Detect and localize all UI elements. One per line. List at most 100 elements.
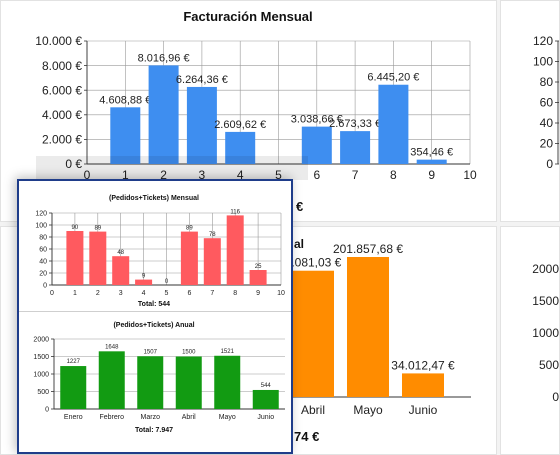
- bar-label: 90: [72, 225, 79, 231]
- x-tick-label: 9: [256, 290, 260, 297]
- facturacion-anual-chart: 2.081,03 € Abril 201.857,68 € Mayo 34.012,47…: [285, 242, 471, 417]
- y-tick-label: 1000: [532, 326, 559, 340]
- bar-label: 116: [230, 209, 240, 215]
- x-tick-label: 8: [233, 290, 237, 297]
- y-tick-label: 20: [39, 270, 47, 277]
- bar-label: 9: [142, 274, 146, 280]
- x-category-label: Junio: [409, 403, 438, 417]
- bar-label: 8.016,96 €: [138, 52, 190, 64]
- bar: [402, 373, 444, 397]
- bar: [249, 270, 267, 285]
- bar: [252, 389, 279, 409]
- x-tick-label: 3: [119, 290, 123, 297]
- bar: [340, 131, 371, 164]
- x-tick-label: 3: [199, 168, 206, 182]
- bottom-right-chart: 0 500 1000 1500 2000: [532, 262, 559, 404]
- x-tick-label: 5: [165, 290, 169, 297]
- x-tick-label: 4: [142, 290, 146, 297]
- y-tick-label: 500: [539, 358, 559, 372]
- annual-title-fragment: al: [294, 237, 305, 251]
- bar: [135, 279, 153, 285]
- y-tick-label: 100: [533, 55, 553, 69]
- bar: [214, 355, 241, 409]
- x-category-label: Abril: [301, 403, 325, 417]
- x-tick-label: 8: [390, 168, 397, 182]
- bar-label: 0: [165, 279, 169, 285]
- y-tick-label: 8.000 €: [42, 59, 82, 73]
- x-tick-label: 5: [275, 168, 282, 182]
- bar: [292, 270, 334, 397]
- bar-label: 1507: [144, 349, 158, 355]
- x-category-label: Febrero: [99, 414, 124, 421]
- x-tick-label: 7: [352, 168, 359, 182]
- bar: [175, 356, 202, 409]
- y-tick-label: 6.000 €: [42, 83, 82, 97]
- bar: [203, 238, 221, 285]
- bar: [416, 159, 447, 164]
- chart-total: Total: 7.947: [135, 427, 173, 434]
- x-tick-label: 6: [313, 168, 320, 182]
- monthly-total-fragment: €: [296, 199, 304, 214]
- bar-label: 4.608,88 €: [99, 94, 151, 106]
- x-category-label: Abril: [182, 414, 196, 421]
- bar-label: 6.445,20 €: [367, 72, 419, 84]
- x-tick-label: 7: [210, 290, 214, 297]
- facturacion-mensual-chart: Facturación Mensual 0 € 2.000 € 4.000 € 6.00…: [35, 9, 477, 182]
- popup-window[interactable]: (Pedidos+Tickets) Mensual 0 20 40 60 80 100 120…: [17, 179, 293, 454]
- pedidos-anual-chart: (Pedidos+Tickets) Anual 0 500 1000 1500 2000 1…: [33, 322, 285, 434]
- x-category-label: Mayo: [219, 414, 236, 421]
- y-tick-label: 20: [540, 137, 554, 151]
- x-category-label: Junio: [257, 414, 274, 421]
- chart-title: (Pedidos+Tickets) Anual: [113, 322, 194, 329]
- bar-label: 89: [186, 226, 193, 232]
- y-tick-label: 0: [546, 157, 553, 171]
- bar-label: 201.857,68 €: [333, 242, 403, 256]
- y-tick-label: 0 €: [65, 157, 82, 171]
- x-tick-label: 0: [84, 168, 91, 182]
- bar: [110, 107, 141, 164]
- bar-label: 78: [209, 232, 216, 238]
- bar: [186, 86, 217, 164]
- top-right-chart: 0 20 40 60 80 100 120: [533, 34, 559, 171]
- y-tick-label: 40: [540, 116, 554, 130]
- pedidos-mensual-chart: (Pedidos+Tickets) Mensual020406080100120…: [35, 195, 285, 308]
- bar-label: 1521: [221, 349, 235, 355]
- bar-label: 544: [261, 383, 272, 389]
- popup-shadow: [36, 156, 308, 180]
- y-tick-label: 0: [45, 406, 49, 413]
- x-tick-label: 2: [160, 168, 167, 182]
- bar: [98, 351, 125, 409]
- bar-label: 25: [255, 264, 262, 270]
- y-tick-label: 40: [39, 258, 47, 265]
- y-tick-label: 2000: [532, 262, 559, 276]
- y-tick-label: 1500: [33, 354, 49, 361]
- x-tick-label: 1: [73, 290, 77, 297]
- x-tick-label: 0: [50, 290, 54, 297]
- x-tick-label: 10: [463, 168, 477, 182]
- bar: [66, 231, 84, 285]
- y-tick-label: 0: [552, 390, 559, 404]
- bar: [347, 257, 389, 397]
- bar: [112, 256, 130, 285]
- bar-label: 1500: [182, 350, 196, 356]
- y-tick-label: 1500: [532, 294, 559, 308]
- y-tick-label: 4.000 €: [42, 108, 82, 122]
- y-tick-label: 60: [39, 246, 47, 253]
- y-tick-label: 1000: [33, 371, 49, 378]
- bar-label: 1227: [67, 359, 81, 365]
- bar: [226, 215, 244, 285]
- bar-label: 3.038,66 €: [291, 114, 343, 126]
- bar: [60, 366, 87, 409]
- chart-title: (Pedidos+Tickets) Mensual: [109, 195, 199, 202]
- bar: [180, 231, 198, 285]
- x-tick-label: 1: [122, 168, 129, 182]
- y-tick-label: 0: [43, 282, 47, 289]
- y-tick-label: 2000: [33, 336, 49, 343]
- bar: [301, 126, 332, 164]
- y-tick-label: 120: [35, 210, 47, 217]
- annual-total-fragment: 74 €: [294, 429, 320, 444]
- x-tick-label: 6: [187, 290, 191, 297]
- x-category-label: Marzo: [141, 414, 161, 421]
- bar: [137, 356, 164, 409]
- y-tick-label: 500: [37, 389, 49, 396]
